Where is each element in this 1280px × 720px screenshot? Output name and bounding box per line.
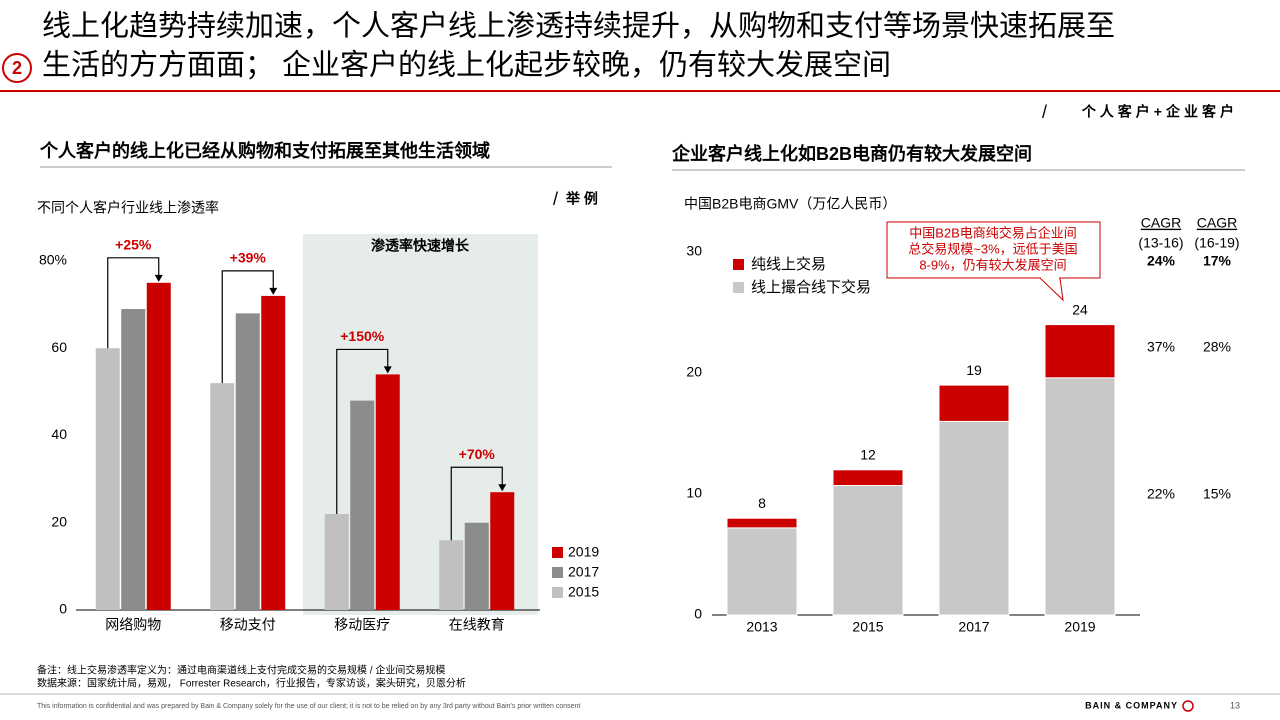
callout-box	[886, 221, 1101, 279]
badge	[2, 53, 32, 83]
bar-segment	[938, 420, 1010, 616]
x-tick-label: 网络购物	[105, 617, 161, 633]
bar	[324, 514, 349, 610]
x-tick-label: 移动支付	[220, 617, 276, 633]
growth-label: +25%	[115, 237, 152, 253]
x-tick-label: 在线教育	[449, 617, 505, 633]
cagr-value: 15%	[1203, 486, 1231, 502]
legend-swatch	[733, 282, 744, 293]
cagr-header: CAGR	[1197, 215, 1237, 231]
slide-title: 线上化趋势持续加速，个人客户线上渗透持续提升，从购物和支付等场景快速拓展至	[42, 10, 1115, 43]
chart-tag: 举 例	[565, 191, 598, 207]
bar-segment	[726, 527, 798, 616]
cagr-value: 37%	[1147, 339, 1175, 355]
chart-subtitle: 不同个人客户行业线上渗透率	[37, 200, 219, 216]
total-label: 19	[966, 362, 982, 378]
bar	[95, 348, 120, 610]
bar	[464, 522, 489, 610]
bar	[235, 313, 260, 610]
x-tick-label: 2013	[746, 619, 777, 635]
cagr-header: CAGR	[1141, 215, 1181, 231]
tag: 个人客户+企业客户	[1081, 104, 1238, 120]
bar	[261, 295, 286, 610]
bar	[439, 540, 464, 610]
slash: /	[553, 189, 558, 209]
page-number: 13	[1230, 700, 1240, 710]
x-tick-label: 2017	[958, 619, 989, 635]
chart-subtitle: 中国B2B电商GMV（万亿人民币）	[684, 196, 896, 212]
growth-bracket	[336, 348, 389, 515]
bar-segment	[832, 485, 904, 616]
bar-segment	[938, 384, 1010, 422]
legend-label: 纯线上交易	[751, 255, 826, 273]
footnote: 数据来源：国家统计局，易观， Forrester Research，行业报告，专…	[37, 677, 466, 690]
callout-text: 8-9%，仍有较大发展空间	[919, 257, 1066, 272]
bar	[146, 282, 171, 610]
callout-pointer	[1038, 277, 1064, 302]
y-tick-label: 0	[694, 606, 702, 622]
slide-title: 生活的方方面面； 企业客户的线上化起步较晚，仍有较大发展空间	[42, 49, 891, 82]
growth-arrow	[383, 366, 392, 374]
growth-bracket	[107, 257, 160, 349]
legend-swatch	[733, 259, 744, 270]
legend-swatch	[552, 547, 563, 558]
highlight-label: 渗透率快速增长	[371, 238, 470, 254]
y-tick-label: 20	[686, 364, 702, 380]
bar	[375, 374, 400, 610]
y-tick-label: 20	[51, 513, 67, 529]
y-tick-label: 10	[686, 485, 702, 501]
y-tick-label: 30	[686, 243, 702, 259]
bar	[490, 492, 515, 610]
callout-text: 总交易规模~3%，远低于美国	[908, 241, 1077, 256]
badge-number: 2	[12, 58, 22, 78]
total-label: 8	[758, 495, 766, 511]
cagr-header: (13-16)	[1138, 235, 1183, 251]
growth-arrow	[269, 287, 278, 295]
growth-label: +70%	[459, 446, 496, 462]
chart-title: 个人客户的线上化已经从购物和支付拓展至其他生活领域	[39, 140, 490, 161]
cagr-value: 28%	[1203, 339, 1231, 355]
cagr-header: (16-19)	[1194, 235, 1239, 251]
y-tick-label: 40	[51, 426, 67, 442]
total-label: 24	[1072, 301, 1088, 317]
footnote: 备注：线上交易渗透率定义为：通过电商渠道线上支付完成交易的交易规模 / 企业间交…	[37, 664, 445, 677]
bar	[121, 308, 146, 610]
slash: /	[1042, 102, 1047, 122]
disclaimer: This information is confidential and was…	[37, 703, 580, 710]
bar-segment	[726, 517, 798, 529]
legend-swatch	[552, 567, 563, 578]
growth-bracket	[450, 466, 503, 541]
cagr-value: 24%	[1147, 253, 1176, 269]
x-tick-label: 移动医疗	[334, 617, 390, 633]
total-label: 12	[860, 447, 876, 463]
y-tick-label: 80%	[39, 252, 67, 268]
growth-label: +150%	[340, 328, 385, 344]
cagr-value: 17%	[1203, 253, 1232, 269]
growth-arrow	[154, 274, 163, 282]
x-tick-label: 2019	[1064, 619, 1095, 635]
brand-logo	[1182, 700, 1194, 712]
y-tick-label: 60	[51, 339, 67, 355]
callout-text: 中国B2B电商纯交易占企业间	[909, 225, 1077, 240]
legend-label: 2017	[568, 564, 599, 580]
growth-arrow	[498, 484, 507, 492]
y-tick-label: 0	[59, 601, 67, 617]
growth-bracket	[221, 270, 274, 384]
legend-swatch	[552, 587, 563, 598]
bar	[210, 383, 235, 610]
legend-label: 线上撮合线下交易	[751, 278, 871, 296]
brand: BAIN & COMPANY	[1085, 700, 1178, 710]
cagr-value: 22%	[1147, 486, 1175, 502]
bar-segment	[832, 469, 904, 487]
legend-label: 2019	[568, 544, 599, 560]
bar-segment	[1044, 324, 1116, 379]
legend-label: 2015	[568, 584, 599, 600]
bar-segment	[1044, 377, 1116, 616]
x-tick-label: 2015	[852, 619, 883, 635]
growth-label: +39%	[230, 250, 267, 266]
chart-title: 企业客户线上化如B2B电商仍有较大发展空间	[671, 143, 1032, 164]
bar	[350, 400, 375, 610]
